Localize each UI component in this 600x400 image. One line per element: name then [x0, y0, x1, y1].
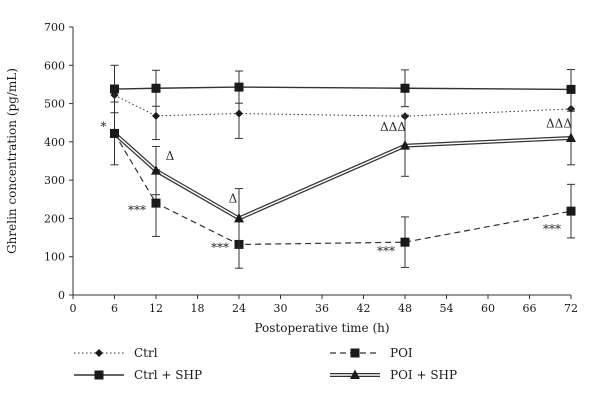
data-point — [151, 165, 161, 175]
data-point — [400, 83, 410, 93]
x-tick-label: 12 — [149, 302, 163, 315]
data-point — [400, 237, 410, 247]
legend-item-poi: POI — [330, 346, 413, 360]
x-tick-label: 66 — [523, 302, 537, 315]
y-tick-label: 100 — [44, 251, 65, 264]
y-tick-label: 0 — [58, 289, 65, 302]
significance-marker: *** — [377, 244, 395, 258]
series-line — [114, 94, 572, 117]
significance-marker: Δ — [229, 191, 238, 205]
y-tick-label: 300 — [44, 174, 65, 187]
y-tick-label: 200 — [44, 212, 65, 225]
data-point — [566, 84, 576, 94]
significance-marker: * — [101, 119, 107, 133]
series-ctrl-shp — [110, 64, 576, 114]
significance-marker: Δ — [166, 149, 175, 163]
legend-label: Ctrl + SHP — [134, 368, 202, 382]
x-tick-label: 18 — [191, 302, 205, 315]
data-point — [400, 140, 410, 150]
data-point — [110, 84, 119, 94]
series-line-inner — [113, 132, 572, 220]
data-point — [151, 83, 161, 93]
legend-marker — [95, 349, 103, 357]
data-point — [151, 198, 161, 208]
series-line-outer — [113, 131, 572, 221]
significance-marker: *** — [543, 222, 561, 236]
y-axis-ticks: 0 100 200 300 400 500 600 700 — [44, 21, 73, 302]
x-tick-label: 42 — [357, 302, 371, 315]
data-point — [566, 206, 576, 216]
x-tick-label: 0 — [70, 302, 77, 315]
x-tick-label: 72 — [564, 302, 578, 315]
series-line — [114, 86, 572, 91]
y-tick-label: 600 — [44, 59, 65, 72]
y-tick-label: 400 — [44, 136, 65, 149]
y-tick-label: 700 — [44, 21, 65, 34]
series-line — [113, 133, 572, 246]
x-axis-title: Postoperative time (h) — [254, 321, 389, 335]
x-tick-label: 48 — [398, 302, 412, 315]
legend-marker — [94, 370, 104, 380]
data-point — [234, 212, 244, 223]
legend-label: POI + SHP — [390, 368, 457, 382]
x-tick-label: 24 — [232, 302, 246, 315]
y-tick-label: 500 — [44, 98, 65, 111]
significance-marker: *** — [211, 240, 229, 254]
significance-marker: ΔΔΔ — [546, 117, 572, 131]
data-point — [109, 127, 120, 138]
x-tick-label: 60 — [481, 302, 495, 315]
data-point — [566, 132, 576, 143]
plot-area — [109, 64, 576, 269]
legend-item-ctrl-shp: Ctrl + SHP — [74, 368, 202, 382]
legend-marker — [350, 348, 360, 358]
series-ctrl — [110, 88, 575, 141]
legend-label: POI — [390, 346, 413, 360]
legend-item-ctrl: Ctrl — [74, 346, 158, 360]
legend-label: Ctrl — [134, 346, 158, 360]
significance-marker: ΔΔΔ — [380, 120, 406, 134]
x-tick-label: 36 — [315, 302, 329, 315]
series-poi-shp — [109, 110, 576, 249]
x-tick-label: 54 — [440, 302, 454, 315]
x-tick-label: 6 — [111, 302, 118, 315]
x-tick-label: 30 — [274, 302, 288, 315]
legend: Ctrl Ctrl + SHP POI POI + SHP — [74, 346, 457, 382]
legend-item-poi-shp: POI + SHP — [330, 368, 457, 382]
data-point — [234, 82, 244, 92]
significance-marker: *** — [128, 203, 146, 217]
data-point — [235, 109, 243, 118]
data-point — [152, 111, 160, 120]
y-axis-title: Ghrelin concentration (pg/mL) — [5, 68, 19, 254]
axes: 0 6 12 18 24 30 36 42 48 54 60 66 72 0 100 200 300 400 50… — [5, 21, 578, 335]
x-axis-ticks: 0 6 12 18 24 30 36 42 48 54 60 66 72 — [70, 295, 578, 315]
legend-marker — [350, 369, 360, 379]
